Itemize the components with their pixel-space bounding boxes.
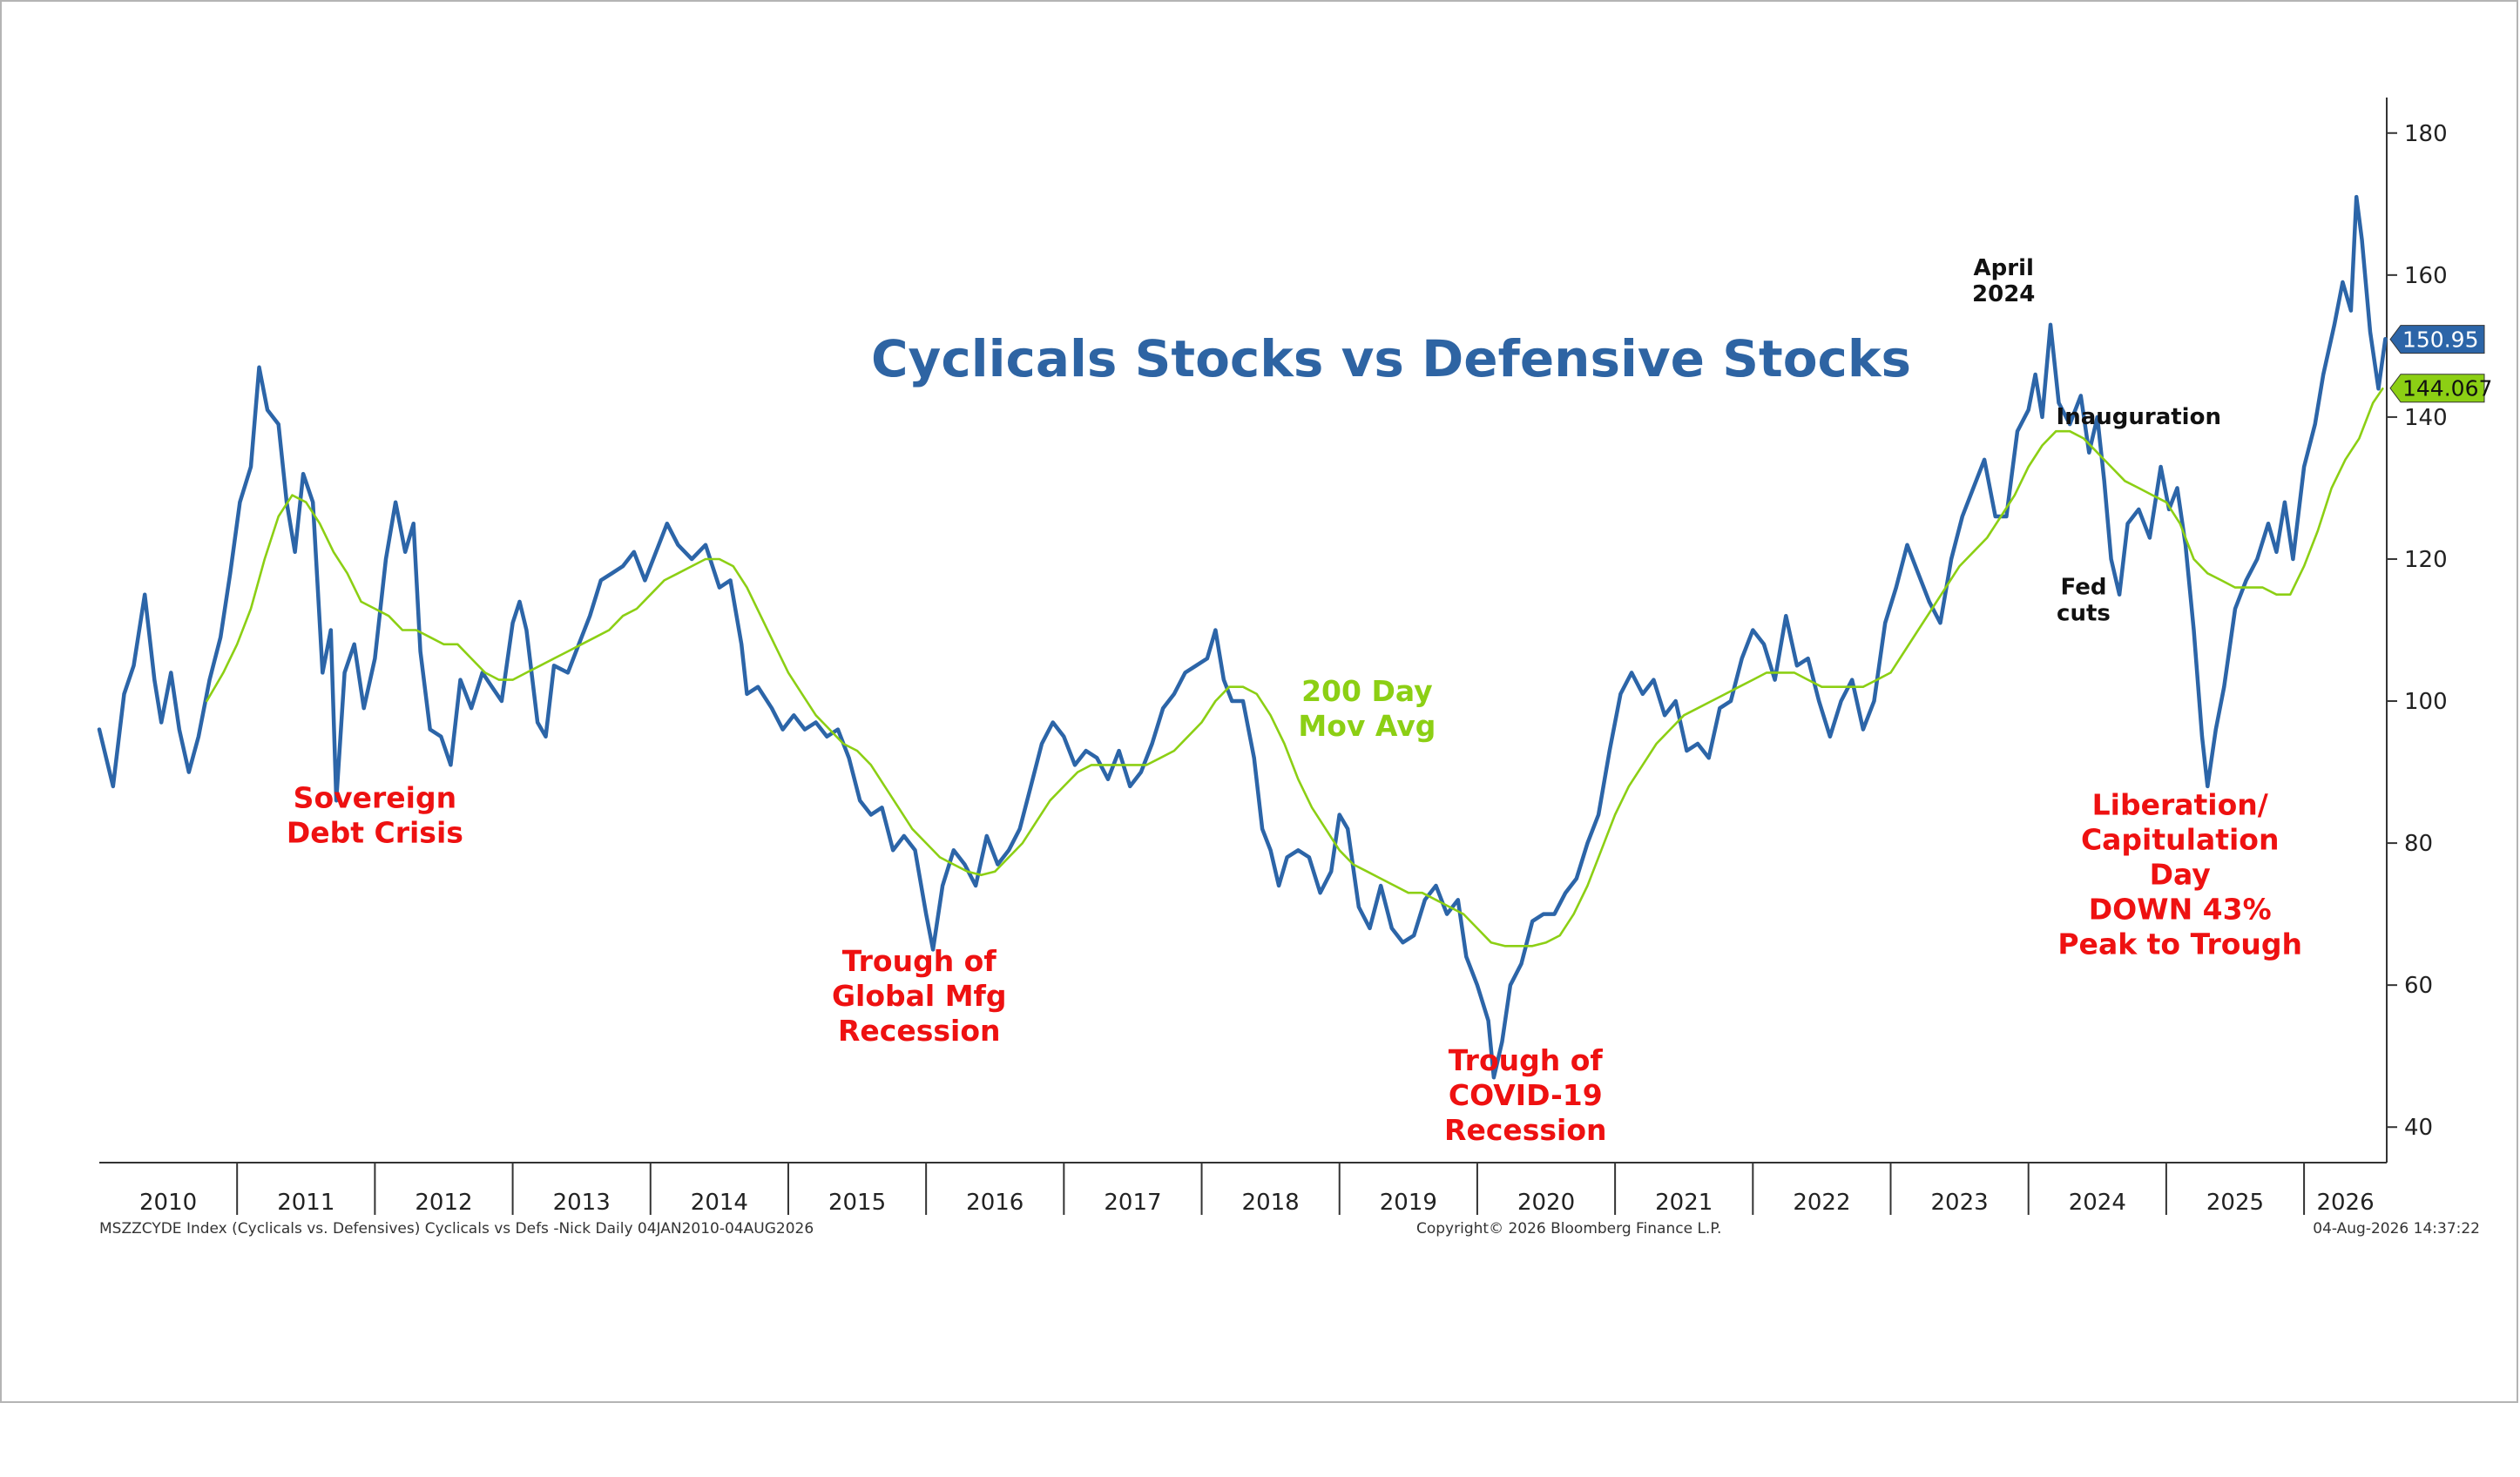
- annotation-line: Fed: [2060, 575, 2106, 601]
- x-tick-label: 2014: [691, 1190, 748, 1216]
- footer-source: MSZZCYDE Index (Cyclicals vs. Defensives…: [99, 1220, 814, 1238]
- y-tick-label: 60: [2404, 973, 2433, 999]
- annotation-line: COVID-19: [1449, 1078, 1603, 1112]
- y-tick-label: 40: [2404, 1115, 2433, 1141]
- chart-frame: Cyclicals Stocks vs Defensive Stocks 40 6…: [0, 0, 2518, 1403]
- annotation: Inauguration: [2057, 404, 2221, 430]
- annotation-line: April: [1974, 255, 2034, 281]
- x-tick-label: 2010: [139, 1190, 197, 1216]
- x-tick-label: 2018: [1242, 1190, 1300, 1216]
- x-tick-label: 2020: [1517, 1190, 1575, 1216]
- x-tick-label: 2023: [1931, 1190, 1989, 1216]
- last-value-tag-index-text: 150.95: [2402, 327, 2478, 353]
- annotation-line: Trough of: [1449, 1043, 1604, 1077]
- last-value-tag-moving-average-shape: [2389, 374, 2485, 403]
- x-tick-label: 2017: [1104, 1190, 1161, 1216]
- y-tick-label: 180: [2404, 121, 2448, 147]
- y-tick-label: 140: [2404, 405, 2448, 431]
- chart-title: Cyclicals Stocks vs Defensive Stocks: [871, 329, 1911, 388]
- footer-timestamp: 04-Aug-2026 14:37:22: [2313, 1220, 2480, 1238]
- annotation-line: DOWN 43%: [2089, 892, 2272, 926]
- x-tick-label: 2026: [2316, 1190, 2374, 1216]
- x-tick-label: 2015: [828, 1190, 886, 1216]
- last-value-tag-moving-average-text: 144.067: [2402, 376, 2492, 401]
- annotation-line: Capitulation: [2081, 822, 2280, 856]
- y-tick-label: 120: [2404, 547, 2448, 573]
- series-group: [97, 194, 2388, 1080]
- x-tick-label: 2025: [2206, 1190, 2264, 1216]
- annotation-line: Peak to Trough: [2057, 927, 2302, 961]
- axes: 40 60 80 100 120 140 160 180 2010 2011 2012 2013 201…: [99, 98, 2448, 1216]
- annotation-line: Sovereign: [294, 780, 456, 814]
- x-tick-label: 2016: [966, 1190, 1024, 1216]
- x-tick-label: 2013: [553, 1190, 611, 1216]
- annotation-line: Global Mfg: [832, 979, 1007, 1013]
- annotation-line: Trough of: [842, 944, 997, 978]
- x-tick-label: 2021: [1655, 1190, 1713, 1216]
- y-tick-label: 100: [2404, 689, 2448, 715]
- x-tick-label: 2019: [1380, 1190, 1437, 1216]
- chart: Cyclicals Stocks vs Defensive Stocks 40 6…: [97, 98, 2492, 1238]
- last-value-tags: 150.95 144.067: [2389, 325, 2492, 403]
- annotation-line: Day: [2150, 857, 2211, 891]
- annotation-line: Liberation/: [2092, 787, 2269, 821]
- annotation-line: cuts: [2057, 601, 2111, 627]
- x-tick-label: 2012: [415, 1190, 472, 1216]
- annotation-line: 2024: [1972, 281, 2035, 307]
- annotation-line: Debt Crisis: [287, 815, 463, 849]
- series-line-moving-average: [206, 388, 2384, 948]
- x-tick-label: 2024: [2069, 1190, 2126, 1216]
- annotation-line: 200 Day: [1301, 674, 1433, 708]
- y-tick-label: 80: [2404, 831, 2433, 857]
- last-value-tag-index: 150.95: [2389, 325, 2485, 354]
- x-tick-label: 2022: [1793, 1190, 1850, 1216]
- y-tick-label: 160: [2404, 263, 2448, 289]
- last-value-tag-index-shape: [2389, 325, 2485, 354]
- annotation-line: Recession: [1444, 1113, 1607, 1147]
- annotation-line: Inauguration: [2057, 404, 2221, 430]
- last-value-tag-moving-average: 144.067: [2389, 374, 2492, 403]
- x-tick-label: 2011: [277, 1190, 334, 1216]
- footer-copyright: Copyright© 2026 Bloomberg Finance L.P.: [1416, 1220, 1721, 1238]
- annotation-line: Recession: [838, 1014, 1001, 1048]
- annotation-line: Mov Avg: [1298, 709, 1436, 743]
- series-line-index: [97, 194, 2388, 1080]
